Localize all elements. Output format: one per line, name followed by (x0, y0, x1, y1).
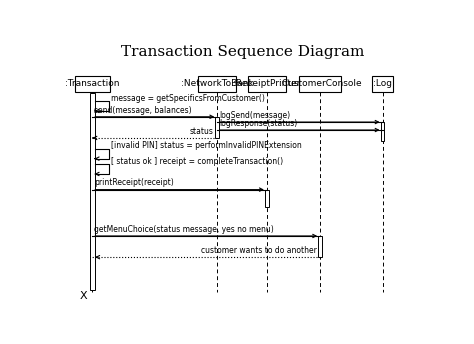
Text: printReceipt(receipt): printReceipt(receipt) (94, 179, 174, 187)
Bar (215, 117, 219, 138)
Bar (318, 236, 322, 257)
Bar (265, 190, 269, 207)
Text: :Transaction: :Transaction (65, 79, 119, 88)
Text: logSend(message): logSend(message) (219, 111, 290, 120)
Text: [ status ok ] receipt = completeTransaction(): [ status ok ] receipt = completeTransact… (111, 157, 283, 166)
Text: Transaction Sequence Diagram: Transaction Sequence Diagram (121, 45, 365, 59)
Text: send(message, balances): send(message, balances) (94, 106, 192, 115)
Bar (247, 76, 286, 92)
Bar (75, 76, 110, 92)
Text: getMenuChoice(status message, yes no menu): getMenuChoice(status message, yes no men… (94, 225, 274, 234)
Bar (299, 76, 341, 92)
Text: :ReceiptPrinter: :ReceiptPrinter (233, 79, 301, 88)
Bar (381, 122, 384, 141)
Text: status: status (190, 127, 213, 136)
Text: message = getSpecificsFromCustomer(): message = getSpecificsFromCustomer() (111, 94, 265, 103)
Text: customer wants to do another: customer wants to do another (201, 246, 316, 255)
Text: logResponse(status): logResponse(status) (219, 119, 297, 128)
Text: :Log: :Log (373, 79, 392, 88)
Text: [invalid PIN] status = performInvalidPINExtension: [invalid PIN] status = performInvalidPIN… (111, 141, 302, 150)
Bar (90, 93, 94, 290)
Bar (373, 76, 392, 92)
Bar (198, 76, 237, 92)
Text: X: X (79, 291, 87, 301)
Text: :NetworkToBank: :NetworkToBank (181, 79, 254, 88)
Text: :CustomerConsole: :CustomerConsole (279, 79, 361, 88)
